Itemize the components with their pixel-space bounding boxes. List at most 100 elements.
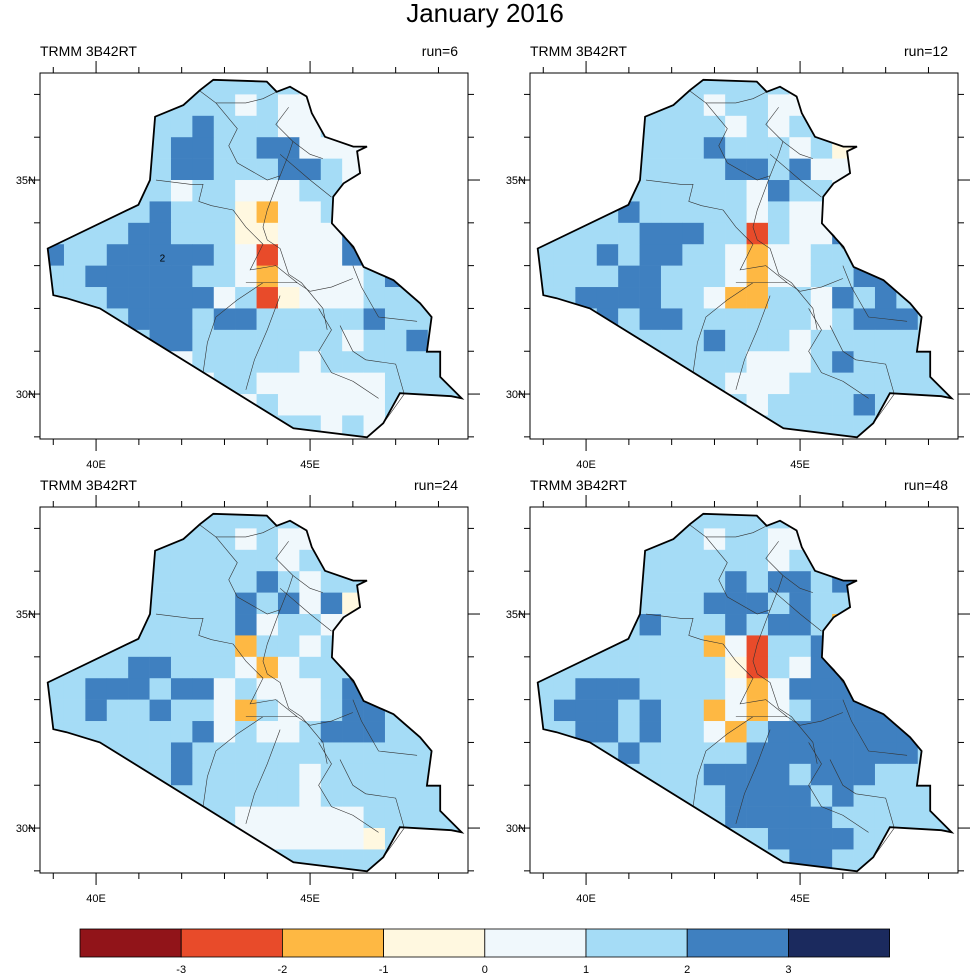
grid-cell <box>639 592 662 615</box>
grid-cell <box>853 571 876 593</box>
grid-cell <box>874 635 897 658</box>
grid-cell <box>128 265 150 288</box>
grid-cell <box>789 137 812 159</box>
grid-cell <box>874 372 897 395</box>
grid-cell <box>235 158 257 181</box>
x-tick-label: 40E <box>576 459 596 471</box>
grid-cell <box>427 678 450 700</box>
grid-cell <box>767 201 790 224</box>
grid-cell <box>725 571 747 593</box>
grid-cell <box>789 115 812 138</box>
grid-cell <box>427 394 450 416</box>
grid-cell <box>703 635 726 658</box>
grid-cell <box>149 699 172 722</box>
grid-cell <box>725 785 747 807</box>
grid-cell <box>853 549 876 572</box>
colorbar-swatch <box>585 928 688 958</box>
grid-cell <box>256 592 279 615</box>
province-boundary <box>279 154 332 198</box>
grid-cell <box>660 394 683 416</box>
grid-cell <box>618 721 640 743</box>
grid-cell <box>85 137 108 159</box>
grid-cell <box>149 287 172 309</box>
grid-cell <box>682 721 705 743</box>
figure-title: January 2016 <box>406 0 564 28</box>
grid-cell <box>149 614 172 636</box>
grid-cell <box>235 513 257 529</box>
grid-cell <box>746 614 769 636</box>
grid-cell <box>746 415 769 438</box>
grid-cell <box>767 828 790 850</box>
grid-cell <box>660 201 683 224</box>
grid-cell <box>213 287 236 309</box>
grid-cell <box>192 614 215 636</box>
grid-cell <box>106 592 129 615</box>
grid-cell <box>537 415 555 438</box>
grid-cell <box>363 287 386 309</box>
grid-cell <box>639 742 662 765</box>
grid-cell <box>128 806 150 829</box>
grid-cell <box>192 571 215 593</box>
grid-cell <box>363 201 386 224</box>
grid-cell <box>746 721 769 743</box>
grid-cell <box>235 635 257 658</box>
grid-cell <box>639 635 662 658</box>
grid-cell <box>128 678 150 700</box>
grid-cell <box>575 635 598 658</box>
grid-cell <box>342 201 364 224</box>
grid-cell <box>746 678 769 700</box>
grid-cell <box>235 287 257 309</box>
grid-cell <box>853 849 876 872</box>
grid-cell <box>106 828 129 850</box>
grid-cell <box>106 79 129 95</box>
grid-cell <box>789 244 812 266</box>
grid-cell <box>406 656 429 679</box>
colorbar-swatch <box>180 928 283 958</box>
grid-cell <box>47 372 65 395</box>
grid-cell <box>192 372 215 395</box>
grid-cell <box>596 158 619 181</box>
grid-cell <box>63 699 86 722</box>
grid-cell <box>596 287 619 309</box>
grid-cell <box>789 763 812 786</box>
grid-cell <box>703 94 726 117</box>
grid-cell <box>746 115 769 138</box>
grid-cell <box>896 513 919 529</box>
grid-cell <box>213 699 236 722</box>
grid-cell <box>618 180 640 202</box>
grid-cell <box>299 329 322 352</box>
grid-cell <box>896 308 919 331</box>
grid-cell <box>917 656 940 679</box>
grid-cell <box>639 244 662 266</box>
grid-cell <box>832 528 854 551</box>
grid-cell <box>596 699 619 722</box>
grid-cell <box>277 549 300 572</box>
grid-cell <box>63 763 86 786</box>
grid-cell <box>575 849 598 872</box>
grid-cell <box>746 513 769 529</box>
grid-cell <box>537 513 555 529</box>
panel-source-label: TRMM 3B42RT <box>40 43 137 59</box>
grid-cell <box>639 849 662 872</box>
grid-cell <box>682 785 705 807</box>
grid-cell <box>789 828 812 850</box>
grid-cell <box>660 742 683 765</box>
grid-cell <box>320 79 343 95</box>
grid-cell <box>256 678 279 700</box>
grid-cell <box>363 415 386 438</box>
grid-cell <box>618 742 640 765</box>
grid-cell <box>746 806 769 829</box>
grid-cell <box>363 849 386 872</box>
grid-cell <box>896 849 919 872</box>
grid-cell <box>725 265 747 288</box>
grid-cell <box>537 528 555 551</box>
x-tick-label: 40E <box>86 893 106 905</box>
grid-cell <box>810 678 833 700</box>
grid-cell <box>384 571 407 593</box>
map-frame <box>39 72 469 440</box>
grid-cell <box>832 94 854 117</box>
grid-cell <box>853 287 876 309</box>
grid-cell <box>553 329 576 352</box>
grid-cell <box>63 222 86 245</box>
grid-cell <box>896 180 919 202</box>
